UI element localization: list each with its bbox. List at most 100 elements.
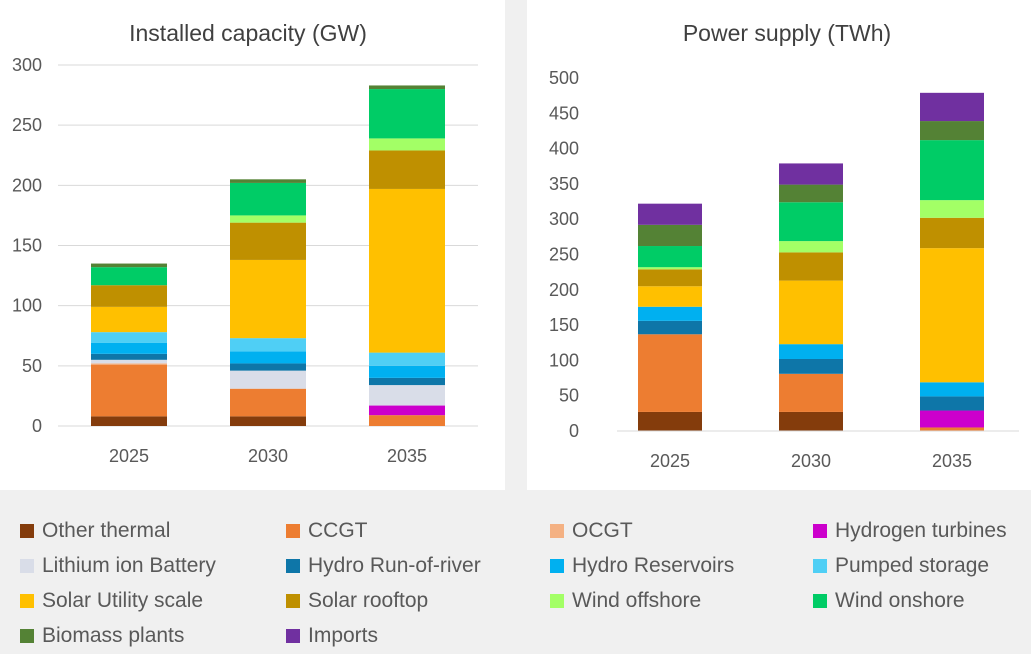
legend-label: CCGT <box>308 519 368 542</box>
legend-item: Solar rooftop <box>286 586 428 616</box>
bar-segment-ocgt <box>91 363 167 365</box>
bar-segment-lithium-ion-battery <box>91 359 167 364</box>
x-tick-label: 2025 <box>109 446 149 466</box>
bar-segment-hydro-reservoirs <box>779 344 843 359</box>
y-tick-label: 250 <box>12 115 42 135</box>
bar-segment-solar-utility-scale <box>638 286 702 307</box>
legend-label: Imports <box>308 624 379 647</box>
bar-segment-hydro-reservoirs <box>369 365 445 378</box>
bar-segment-solar-utility-scale <box>920 248 984 383</box>
legend-swatch <box>813 524 827 538</box>
bar-segment-hydro-run-of-river <box>91 353 167 360</box>
bar-segment-ccgt <box>369 415 445 426</box>
bar-segment-ccgt <box>230 388 306 417</box>
bar-segment-hydro-reservoirs <box>230 351 306 364</box>
bar-segment-biomass-plants <box>369 85 445 90</box>
legend-swatch <box>286 559 300 573</box>
legend-label: Pumped storage <box>835 554 990 577</box>
bar-segment-hydrogen-turbines <box>920 410 984 428</box>
capacity-chart: Installed capacity (GW) 0 50 100 150 200 250 30… <box>12 20 478 466</box>
bar-segment-pumped-storage <box>230 338 306 352</box>
bar-segment-imports <box>920 92 984 122</box>
y-tick-label: 150 <box>12 236 42 256</box>
bar-segment-wind-offshore <box>638 267 702 270</box>
legend-swatch <box>550 524 564 538</box>
x-tick-label: 2035 <box>387 446 427 466</box>
x-tick-label: 2025 <box>650 451 690 471</box>
y-tick-label: 450 <box>549 103 579 123</box>
bar-segment-hydro-run-of-river <box>638 320 702 335</box>
bar-segment-other-thermal <box>230 416 306 426</box>
y-tick-label: 350 <box>549 174 579 194</box>
y-tick-label: 300 <box>12 55 42 75</box>
bar-segment-solar-rooftop <box>638 269 702 287</box>
legend-label: Hydrogen turbines <box>835 519 1007 542</box>
bar-segment-other-thermal <box>779 411 843 431</box>
bar-segment-hydrogen-turbines <box>369 405 445 416</box>
bar-segment-pumped-storage <box>91 332 167 343</box>
x-tick-label: 2035 <box>932 451 972 471</box>
bar-segment-ccgt <box>779 373 843 412</box>
bar-segment-hydro-reservoirs <box>638 306 702 321</box>
legend-swatch <box>813 594 827 608</box>
legend-item: OCGT <box>550 516 633 546</box>
legend-label: Biomass plants <box>42 624 185 647</box>
supply-chart: Power supply (TWh) 0 50 100 150 200 250 300 350 4… <box>549 20 1019 471</box>
bar-segment-wind-onshore <box>779 202 843 242</box>
bar-segment-biomass-plants <box>638 224 702 247</box>
bar-segment-biomass-plants <box>779 184 843 203</box>
bar-segment-solar-rooftop <box>369 150 445 189</box>
y-tick-label: 500 <box>549 68 579 88</box>
legend-swatch <box>813 559 827 573</box>
legend-swatch <box>20 524 34 538</box>
y-tick-label: 300 <box>549 209 579 229</box>
bar-segment-other-thermal <box>91 416 167 426</box>
bar-segment-ccgt <box>91 364 167 417</box>
bar-segment-solar-utility-scale <box>369 188 445 353</box>
bar-segment-pumped-storage <box>369 352 445 366</box>
legend-swatch <box>550 559 564 573</box>
legend-item: Hydro Reservoirs <box>550 551 734 581</box>
legend-swatch <box>286 629 300 643</box>
y-tick-label: 400 <box>549 139 579 159</box>
legend-item: CCGT <box>286 516 368 546</box>
y-tick-label: 50 <box>559 386 579 406</box>
bar-segment-hydro-run-of-river <box>779 358 843 374</box>
legend-label: Solar rooftop <box>308 589 429 612</box>
legend-swatch <box>286 524 300 538</box>
bar-segment-wind-onshore <box>91 267 167 286</box>
legend: Other thermal CCGT OCGT Hydrogen turbines Li… <box>0 510 1031 654</box>
bar-segment-ccgt <box>638 334 702 412</box>
bar-segment-wind-offshore <box>920 200 984 218</box>
legend-label: Hydro Reservoirs <box>572 554 735 577</box>
bar-segment-other-thermal <box>638 411 702 431</box>
legend-swatch <box>20 559 34 573</box>
chart-title: Power supply (TWh) <box>683 20 891 46</box>
y-tick-label: 200 <box>549 280 579 300</box>
bar-segment-hydro-run-of-river <box>230 363 306 371</box>
legend-item: Wind offshore <box>550 586 701 616</box>
y-tick-label: 0 <box>32 416 42 436</box>
bar-segment-hydro-reservoirs <box>920 382 984 397</box>
legend-item: Hydro Run-of-river <box>286 551 481 581</box>
bar-segment-hydro-run-of-river <box>369 377 445 386</box>
bar-segment-wind-onshore <box>920 140 984 201</box>
legend-swatch <box>20 629 34 643</box>
legend-item: Pumped storage <box>813 551 989 581</box>
bar-segment-imports <box>779 163 843 185</box>
legend-item: Wind onshore <box>813 586 965 616</box>
legend-item: Hydrogen turbines <box>813 516 1007 546</box>
legend-item: Imports <box>286 621 378 651</box>
bar-segment-biomass-plants <box>920 121 984 141</box>
legend-label: Hydro Run-of-river <box>308 554 481 577</box>
y-tick-label: 200 <box>12 175 42 195</box>
legend-swatch <box>550 594 564 608</box>
y-tick-label: 250 <box>549 245 579 265</box>
supply-chart-panel: Power supply (TWh) 0 50 100 150 200 250 300 350 4… <box>527 0 1031 490</box>
capacity-chart-panel: Installed capacity (GW) 0 50 100 150 200 250 30… <box>0 0 505 490</box>
bar-segment-biomass-plants <box>91 263 167 268</box>
bar-segment-imports <box>638 203 702 225</box>
legend-swatch <box>20 594 34 608</box>
legend-item: Biomass plants <box>20 621 184 651</box>
legend-item: Lithium ion Battery <box>20 551 216 581</box>
